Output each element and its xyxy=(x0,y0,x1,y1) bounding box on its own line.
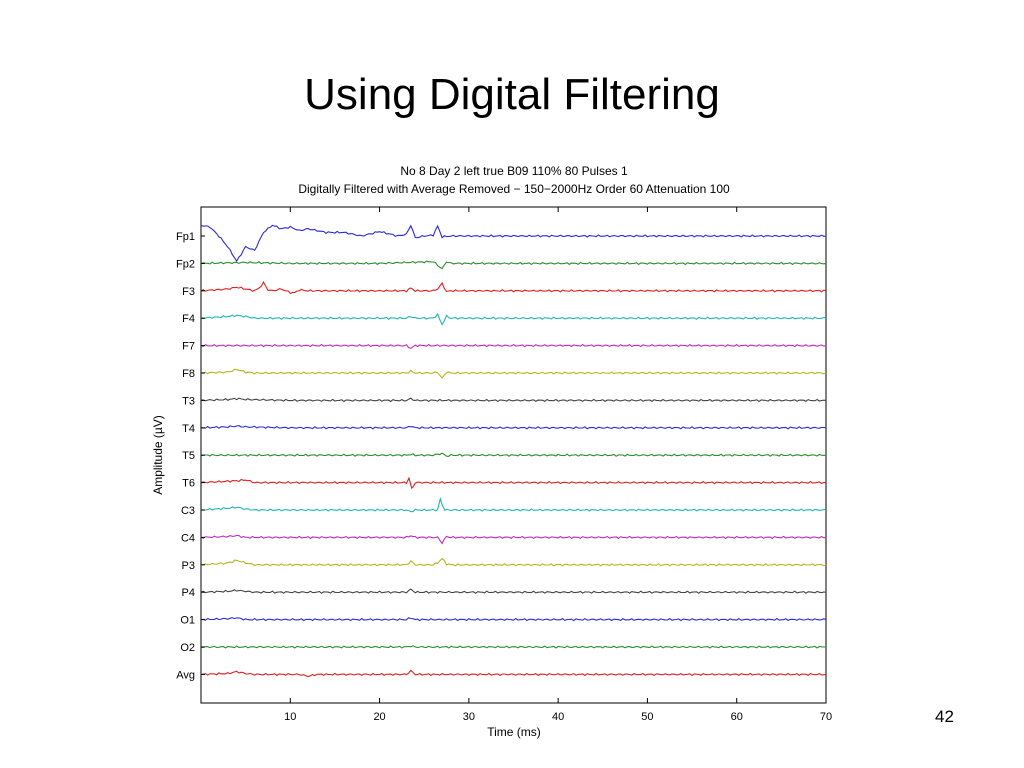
channel-label-t3: T3 xyxy=(182,395,195,407)
trace-c3 xyxy=(200,496,827,513)
x-tick-label-70: 70 xyxy=(820,711,832,723)
trace-f8 xyxy=(200,368,827,379)
channel-label-o2: O2 xyxy=(180,642,195,654)
trace-t5 xyxy=(200,452,827,457)
x-tick-label-40: 40 xyxy=(552,711,564,723)
trace-o2 xyxy=(200,645,826,649)
trace-o1 xyxy=(201,617,827,622)
traces-group xyxy=(200,224,827,678)
slide-title: Using Digital Filtering xyxy=(304,70,720,119)
trace-t3 xyxy=(200,397,827,403)
x-tick-label-60: 60 xyxy=(731,711,743,723)
channel-label-p3: P3 xyxy=(182,560,195,572)
y-axis-label: Amplitude (µV) xyxy=(151,415,165,495)
channel-label-c4: C4 xyxy=(181,532,195,544)
channel-label-t5: T5 xyxy=(182,450,195,462)
trace-t6 xyxy=(200,476,827,490)
x-ticks-group: 10 20 30 40 50 60 70 xyxy=(284,207,832,723)
page-number: 42 xyxy=(935,707,954,726)
x-tick-label-20: 20 xyxy=(373,711,385,723)
trace-p3 xyxy=(200,557,827,567)
channel-label-p4: P4 xyxy=(182,587,195,599)
x-tick-label-50: 50 xyxy=(641,711,653,723)
trace-p4 xyxy=(200,588,827,594)
chart-title: No 8 Day 2 left true B09 110% 80 Pulses … xyxy=(400,164,628,178)
channel-label-f4: F4 xyxy=(182,313,195,325)
trace-fp1 xyxy=(200,224,827,263)
trace-fp2 xyxy=(200,260,827,270)
channel-label-fp1: Fp1 xyxy=(176,231,195,243)
channel-label-f8: F8 xyxy=(182,368,195,380)
chart-subtitle: Digitally Filtered with Average Removed … xyxy=(298,182,730,196)
trace-f7 xyxy=(200,343,827,350)
channel-label-f7: F7 xyxy=(182,341,195,353)
x-tick-label-10: 10 xyxy=(284,711,296,723)
channel-label-fp2: Fp2 xyxy=(176,258,195,270)
channel-label-f3: F3 xyxy=(182,286,195,298)
trace-f3 xyxy=(200,280,827,295)
channel-label-avg: Avg xyxy=(176,669,195,681)
x-tick-label-30: 30 xyxy=(463,711,475,723)
channel-labels-group: Fp1 Fp2 F3 F4 F7 F8 T3 T4 T5 T6 C3 C4 P3 P4 O1 O2 Avg xyxy=(176,231,205,681)
channel-label-o1: O1 xyxy=(180,615,195,627)
channel-label-t6: T6 xyxy=(182,478,195,490)
channel-label-c3: C3 xyxy=(181,505,195,517)
x-axis-label: Time (ms) xyxy=(487,725,541,739)
trace-f4 xyxy=(200,312,827,326)
trace-t4 xyxy=(200,425,827,430)
trace-c4 xyxy=(200,534,827,545)
channel-label-t4: T4 xyxy=(182,423,195,435)
trace-avg xyxy=(200,669,827,678)
